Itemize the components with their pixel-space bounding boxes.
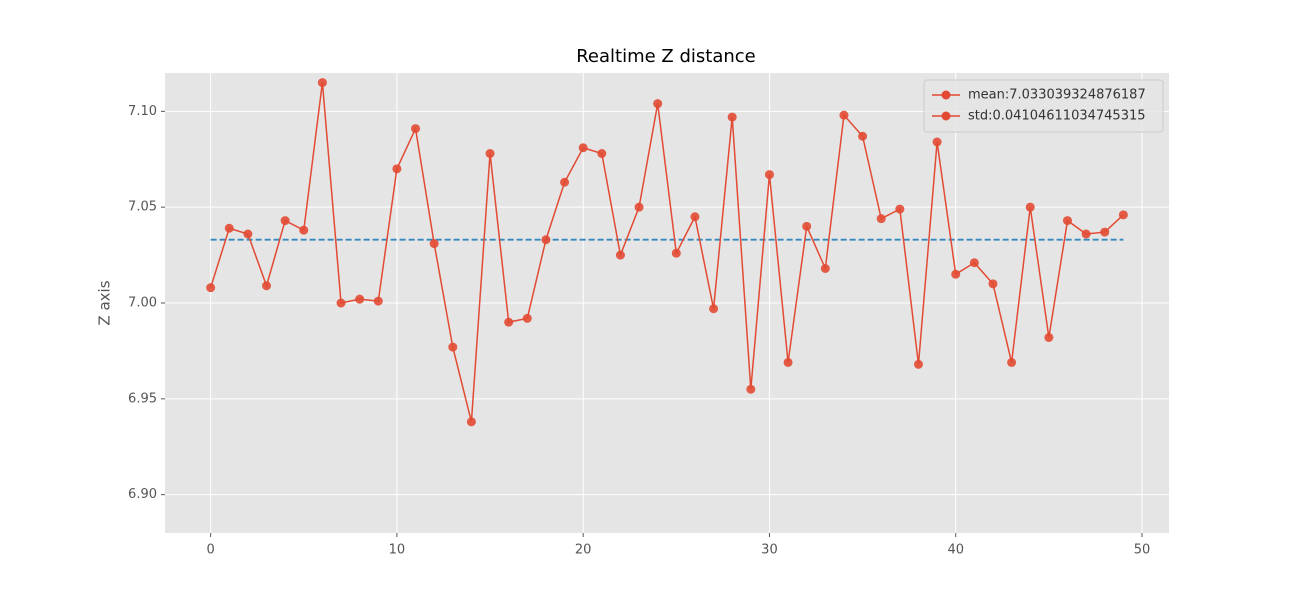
legend-box (923, 79, 1164, 133)
data-point (709, 304, 719, 314)
data-point (1118, 210, 1128, 220)
data-point (429, 239, 439, 249)
data-point (541, 235, 551, 245)
data-point (317, 78, 327, 88)
x-tick-label: 10 (389, 543, 406, 558)
y-tick-label: 6.95 (128, 391, 157, 406)
data-point (1081, 229, 1091, 239)
data-point (690, 212, 700, 222)
legend-label: mean:7.033039324876187 (968, 88, 1146, 103)
legend-marker (941, 90, 951, 100)
legend-label: std:0.04104611034745315 (968, 109, 1146, 124)
data-point (988, 279, 998, 289)
data-point (913, 359, 923, 369)
data-point (373, 296, 383, 306)
data-point (411, 124, 421, 134)
data-point (671, 248, 681, 258)
data-point (802, 221, 812, 231)
data-point (764, 170, 774, 180)
data-point (839, 110, 849, 120)
data-point (1007, 357, 1017, 367)
y-tick-label: 7.00 (128, 296, 157, 311)
x-tick-label: 20 (575, 543, 592, 558)
data-point (560, 177, 570, 187)
x-tick-label: 30 (761, 543, 778, 558)
data-point (522, 313, 532, 323)
y-axis-label: Z axis (96, 280, 114, 325)
data-point (336, 298, 346, 308)
data-point (783, 357, 793, 367)
x-tick-label: 0 (206, 543, 214, 558)
y-tick-label: 6.90 (128, 487, 157, 502)
data-point (746, 384, 756, 394)
data-point (876, 214, 886, 224)
data-point (485, 149, 495, 158)
y-tick-label: 7.05 (128, 200, 157, 215)
data-point (280, 216, 290, 226)
data-point (820, 264, 830, 273)
data-point (206, 283, 216, 293)
legend-marker (941, 111, 951, 121)
data-point (969, 258, 979, 268)
data-point (1100, 227, 1110, 237)
data-point (653, 99, 663, 109)
data-point (951, 269, 961, 279)
data-point (1062, 216, 1072, 226)
data-point (262, 281, 272, 291)
data-point (504, 317, 514, 327)
data-point (1044, 333, 1054, 342)
data-point (727, 112, 737, 122)
data-point (224, 223, 234, 233)
data-point (1025, 202, 1035, 212)
x-tick-label: 50 (1134, 543, 1151, 558)
data-point (392, 164, 402, 174)
data-point (299, 225, 309, 235)
data-point (615, 250, 625, 260)
data-point (448, 342, 458, 352)
data-point (858, 131, 868, 141)
data-point (932, 137, 942, 147)
data-point (355, 294, 365, 304)
data-point (578, 143, 588, 153)
data-point (243, 229, 253, 239)
data-point (466, 417, 476, 427)
chart-title: Realtime Z distance (576, 46, 756, 67)
data-point (895, 204, 905, 214)
x-tick-label: 40 (947, 543, 964, 558)
data-point (634, 202, 644, 212)
data-point (597, 149, 607, 158)
y-tick-label: 7.10 (128, 104, 157, 119)
